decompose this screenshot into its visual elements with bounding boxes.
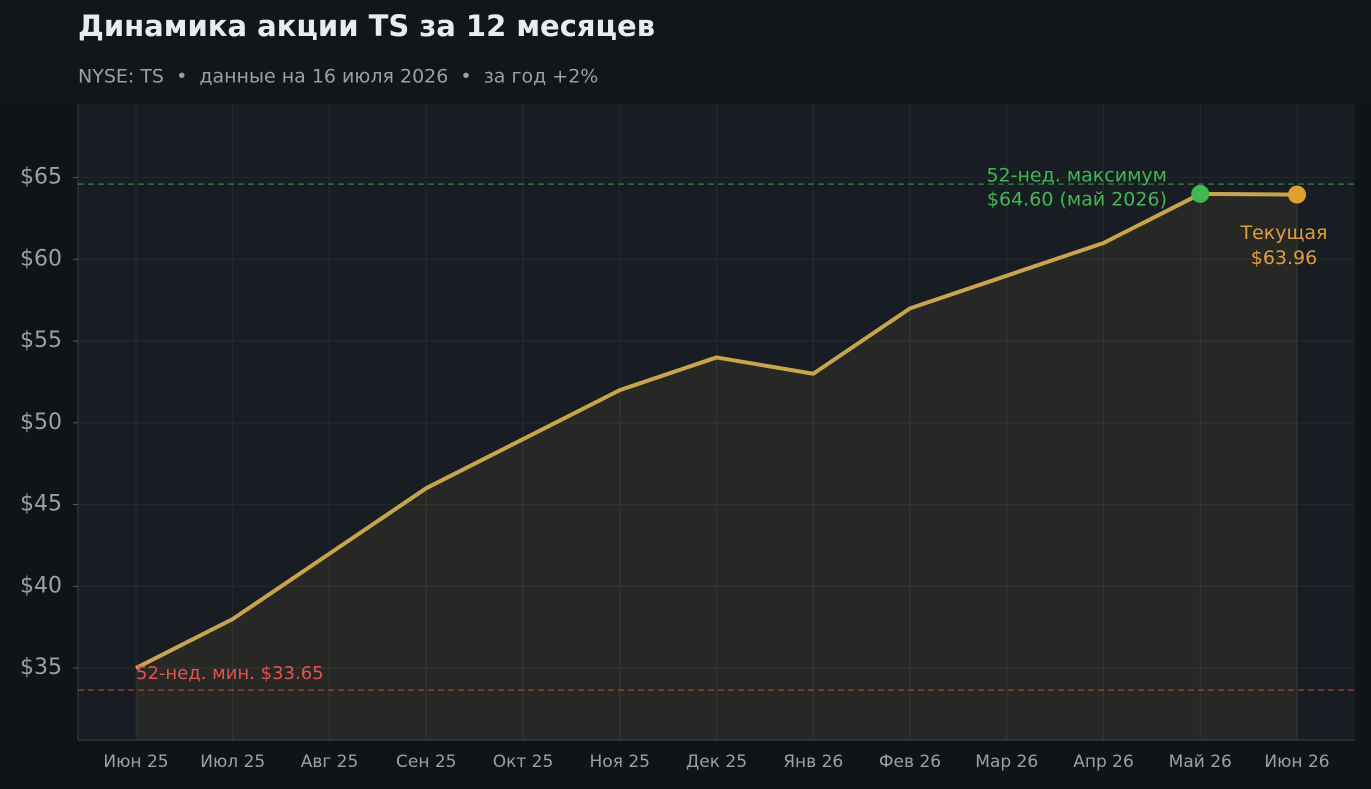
x-tick-label: Фев 26 [879,752,941,772]
y-tick-label: $40 [20,573,62,598]
header-background [0,0,1371,104]
x-tick-label: Июн 26 [1264,752,1329,772]
chart-subtitle: NYSE: TS • данные на 16 июля 2026 • за г… [78,66,598,88]
y-tick-label: $55 [20,328,62,353]
reference-label: $64.60 (май 2026) [987,189,1167,211]
highlight-point [1288,185,1306,204]
line [135,191,1298,670]
highlight-point [1191,184,1210,203]
x-tick-label: Апр 26 [1073,752,1134,772]
reference-label: 52-нед. мин. $33.65 [136,663,324,684]
x-tick-label: Май 26 [1169,752,1232,772]
highlight-label: $63.96 [1251,247,1317,269]
y-tick-label: $50 [20,410,62,435]
x-tick-label: Мар 26 [975,752,1038,772]
highlight-label: Текущая [1240,222,1328,244]
area [136,193,1297,741]
x-tick-label: Дек 25 [686,752,747,772]
x-tick-label: Сен 25 [396,752,456,772]
chart-title: Динамика акции TS за 12 месяцев [78,9,655,43]
y-tick-label: $45 [20,492,62,517]
x-tick-label: Авг 25 [301,752,359,772]
reference-label: 52-нед. максимум [986,165,1167,187]
x-tick-label: Янв 26 [783,752,843,772]
y-tick-label: $60 [20,246,62,271]
x-tick-label: Июл 25 [200,752,265,772]
x-tick-label: Июн 25 [103,752,168,772]
x-tick-label: Окт 25 [493,752,554,772]
x-tick-label: Ноя 25 [590,752,650,772]
y-tick-label: $65 [20,165,62,190]
y-tick-label: $35 [20,655,62,680]
